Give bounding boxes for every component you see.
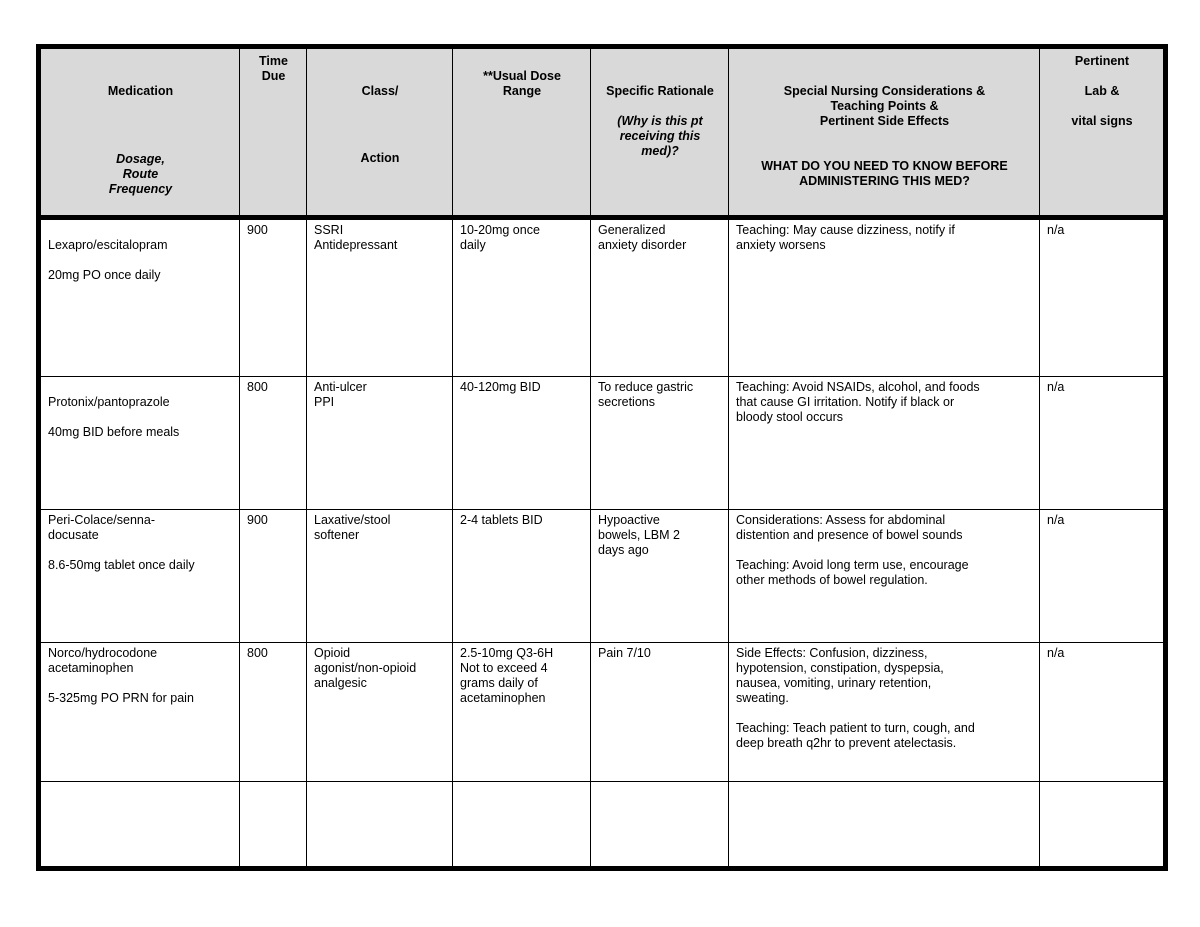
dose-range-cell: 2.5-10mg Q3-6H Not to exceed 4 grams dai…: [452, 642, 591, 782]
header-class-title: Class/: [361, 84, 399, 98]
dose-range-cell: 10-20mg once daily: [452, 217, 591, 377]
med-name-cell: Lexapro/escitalopram 20mg PO once daily: [38, 217, 240, 377]
table-header-row: Medication Dosage, Route Frequency Time …: [38, 46, 1166, 220]
labs-cell: n/a: [1039, 642, 1166, 782]
header-rationale-title: Specific Rationale: [606, 84, 714, 98]
rationale-cell: [590, 781, 729, 869]
class-action-cell: [306, 781, 453, 869]
labs-cell: n/a: [1039, 376, 1166, 510]
table-row: Norco/hydrocodone acetaminophen 5-325mg …: [38, 642, 1166, 782]
dose-range-cell: [452, 781, 591, 869]
class-action-cell: Opioid agonist/non-opioid analgesic: [306, 642, 453, 782]
labs-cell: n/a: [1039, 509, 1166, 643]
rationale-cell: Generalized anxiety disorder: [590, 217, 729, 377]
med-name-cell: Norco/hydrocodone acetaminophen 5-325mg …: [38, 642, 240, 782]
dose-range-cell: 2-4 tablets BID: [452, 509, 591, 643]
rationale-cell: To reduce gastric secretions: [590, 376, 729, 510]
header-special-bottom: WHAT DO YOU NEED TO KNOW BEFORE ADMINIST…: [761, 159, 1008, 188]
time-due-cell: 800: [239, 642, 307, 782]
special-considerations-cell: [728, 781, 1040, 869]
time-due-cell: [239, 781, 307, 869]
rationale-cell: Pain 7/10: [590, 642, 729, 782]
table-row: Protonix/pantoprazole 40mg BID before me…: [38, 376, 1166, 510]
table-row: [38, 781, 1166, 869]
medication-table: Medication Dosage, Route Frequency Time …: [36, 44, 1168, 871]
med-name-cell: Peri-Colace/senna- docusate 8.6-50mg tab…: [38, 509, 240, 643]
header-time-due: Time Due: [239, 46, 307, 220]
header-medication-subtitle: Dosage, Route Frequency: [108, 152, 173, 196]
class-action-cell: Anti-ulcer PPI: [306, 376, 453, 510]
special-considerations-cell: Considerations: Assess for abdominal dis…: [728, 509, 1040, 643]
rationale-cell: Hypoactive bowels, LBM 2 days ago: [590, 509, 729, 643]
header-medication-title: Medication: [107, 84, 174, 98]
labs-cell: [1039, 781, 1166, 869]
labs-cell: n/a: [1039, 217, 1166, 377]
header-dose-range: **Usual Dose Range: [452, 46, 591, 220]
header-class-action: Class/ Action: [306, 46, 453, 220]
class-action-cell: Laxative/stool softener: [306, 509, 453, 643]
header-rationale: Specific Rationale (Why is this pt recei…: [590, 46, 729, 220]
header-class-subtitle: Action: [360, 151, 400, 165]
header-rationale-subtitle: (Why is this pt receiving this med)?: [617, 114, 703, 158]
table-row: Peri-Colace/senna- docusate 8.6-50mg tab…: [38, 509, 1166, 643]
header-pertinent-labs: Pertinent Lab & vital signs: [1039, 46, 1166, 220]
class-action-cell: SSRI Antidepressant: [306, 217, 453, 377]
time-due-cell: 900: [239, 217, 307, 377]
header-special-considerations: Special Nursing Considerations & Teachin…: [728, 46, 1040, 220]
time-due-cell: 900: [239, 509, 307, 643]
time-due-cell: 800: [239, 376, 307, 510]
dose-range-cell: 40-120mg BID: [452, 376, 591, 510]
table-row: Lexapro/escitalopram 20mg PO once daily …: [38, 217, 1166, 377]
special-considerations-cell: Side Effects: Confusion, dizziness, hypo…: [728, 642, 1040, 782]
special-considerations-cell: Teaching: Avoid NSAIDs, alcohol, and foo…: [728, 376, 1040, 510]
header-medication: Medication Dosage, Route Frequency: [38, 46, 240, 220]
med-name-cell: Protonix/pantoprazole 40mg BID before me…: [38, 376, 240, 510]
med-name-cell: [38, 781, 240, 869]
header-special-top: Special Nursing Considerations & Teachin…: [783, 84, 986, 128]
special-considerations-cell: Teaching: May cause dizziness, notify if…: [728, 217, 1040, 377]
